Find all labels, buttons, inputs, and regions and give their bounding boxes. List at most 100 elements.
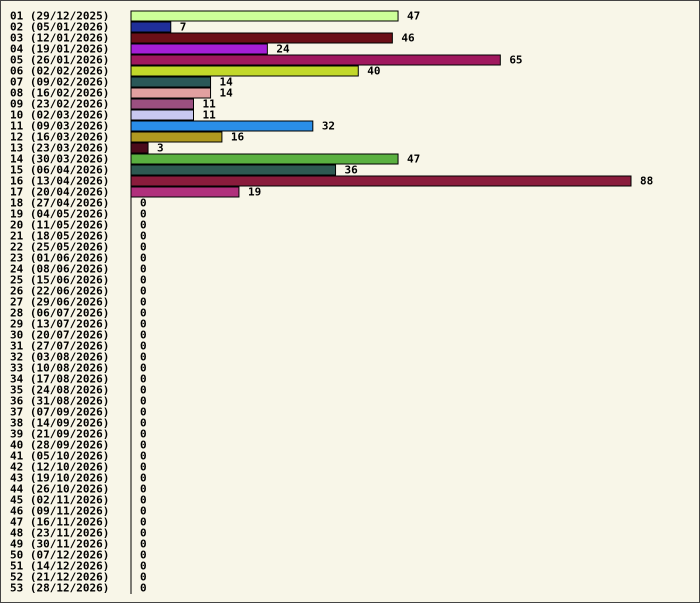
category-label: 31 (27/07/2026) <box>10 340 109 353</box>
value-label: 36 <box>345 164 359 177</box>
value-label: 0 <box>140 472 147 485</box>
category-label: 26 (22/06/2026) <box>10 285 109 298</box>
value-label: 0 <box>140 582 147 595</box>
value-label: 0 <box>140 263 147 276</box>
category-label: 22 (25/05/2026) <box>10 241 109 254</box>
value-label: 7 <box>180 21 187 34</box>
value-label: 40 <box>367 65 380 78</box>
category-label: 40 (28/09/2026) <box>10 439 109 452</box>
value-label: 0 <box>140 406 147 419</box>
category-label: 04 (19/01/2026) <box>10 43 109 56</box>
bar <box>130 142 149 154</box>
category-label: 24 (08/06/2026) <box>10 263 109 276</box>
category-label: 42 (12/10/2026) <box>10 461 109 474</box>
value-label: 16 <box>231 131 245 144</box>
value-label: 47 <box>407 153 420 166</box>
value-label: 11 <box>203 109 217 122</box>
value-label: 0 <box>140 417 147 430</box>
category-label: 36 (31/08/2026) <box>10 395 109 408</box>
value-label: 0 <box>140 230 147 243</box>
value-label: 0 <box>140 461 147 474</box>
value-label: 0 <box>140 285 147 298</box>
category-label: 38 (14/09/2026) <box>10 417 109 430</box>
category-label: 03 (12/01/2026) <box>10 32 109 45</box>
category-label: 30 (20/07/2026) <box>10 329 109 342</box>
category-label: 48 (23/11/2026) <box>10 527 109 540</box>
category-label: 21 (18/05/2026) <box>10 230 109 243</box>
bar <box>130 98 194 110</box>
category-label: 16 (13/04/2026) <box>10 175 109 188</box>
value-labels: 4774624654014141111321634736881900000000… <box>140 10 653 595</box>
value-label: 0 <box>140 395 147 408</box>
category-label: 33 (10/08/2026) <box>10 362 109 375</box>
category-label: 01 (29/12/2025) <box>10 10 109 23</box>
bar <box>130 32 393 44</box>
bar <box>130 87 212 99</box>
value-label: 0 <box>140 329 147 342</box>
value-label: 88 <box>640 175 653 188</box>
category-label: 50 (07/12/2026) <box>10 549 109 562</box>
value-label: 14 <box>220 87 234 100</box>
value-label: 24 <box>276 43 290 56</box>
value-label: 0 <box>140 505 147 518</box>
category-label: 37 (07/09/2026) <box>10 406 109 419</box>
value-label: 0 <box>140 340 147 353</box>
category-label: 51 (14/12/2026) <box>10 560 109 573</box>
value-label: 0 <box>140 351 147 364</box>
value-label: 0 <box>140 527 147 540</box>
bar <box>130 175 632 187</box>
bar <box>130 21 172 33</box>
value-label: 0 <box>140 307 147 320</box>
value-label: 19 <box>248 186 261 199</box>
category-label: 14 (30/03/2026) <box>10 153 109 166</box>
value-label: 0 <box>140 197 147 210</box>
category-label: 44 (26/10/2026) <box>10 483 109 496</box>
value-label: 11 <box>203 98 217 111</box>
category-label: 18 (27/04/2026) <box>10 197 109 210</box>
category-label: 49 (30/11/2026) <box>10 538 109 551</box>
category-label: 02 (05/01/2026) <box>10 21 109 34</box>
bar <box>130 109 194 121</box>
value-label: 46 <box>401 32 415 45</box>
category-label: 15 (06/04/2026) <box>10 164 109 177</box>
category-label: 41 (05/10/2026) <box>10 450 109 463</box>
category-label: 34 (17/08/2026) <box>10 373 109 386</box>
category-label: 32 (03/08/2026) <box>10 351 109 364</box>
category-label: 39 (21/09/2026) <box>10 428 109 441</box>
value-label: 0 <box>140 241 147 254</box>
category-label: 25 (15/06/2026) <box>10 274 109 287</box>
value-label: 0 <box>140 219 147 232</box>
bar <box>130 120 314 132</box>
category-label: 07 (09/02/2026) <box>10 76 109 89</box>
value-label: 0 <box>140 428 147 441</box>
value-label: 3 <box>157 142 164 155</box>
bars <box>130 10 632 198</box>
value-label: 0 <box>140 439 147 452</box>
category-label: 47 (16/11/2026) <box>10 516 109 529</box>
value-label: 0 <box>140 571 147 584</box>
category-label: 43 (19/10/2026) <box>10 472 109 485</box>
category-label: 46 (09/11/2026) <box>10 505 109 518</box>
bar <box>130 43 268 55</box>
bar <box>130 153 399 165</box>
value-label: 0 <box>140 560 147 573</box>
value-label: 0 <box>140 450 147 463</box>
value-label: 14 <box>220 76 234 89</box>
category-label: 13 (23/03/2026) <box>10 142 109 155</box>
category-label: 29 (13/07/2026) <box>10 318 109 331</box>
value-label: 65 <box>509 54 522 67</box>
category-labels: 01 (29/12/2025)02 (05/01/2026)03 (12/01/… <box>10 10 109 595</box>
value-label: 47 <box>407 10 420 23</box>
category-label: 27 (29/06/2026) <box>10 296 109 309</box>
category-label: 10 (02/03/2026) <box>10 109 109 122</box>
value-label: 0 <box>140 384 147 397</box>
value-label: 0 <box>140 208 147 221</box>
category-label: 17 (20/04/2026) <box>10 186 109 199</box>
value-label: 0 <box>140 483 147 496</box>
bar <box>130 131 223 143</box>
value-label: 32 <box>322 120 335 133</box>
bar <box>130 65 359 77</box>
value-label: 0 <box>140 318 147 331</box>
